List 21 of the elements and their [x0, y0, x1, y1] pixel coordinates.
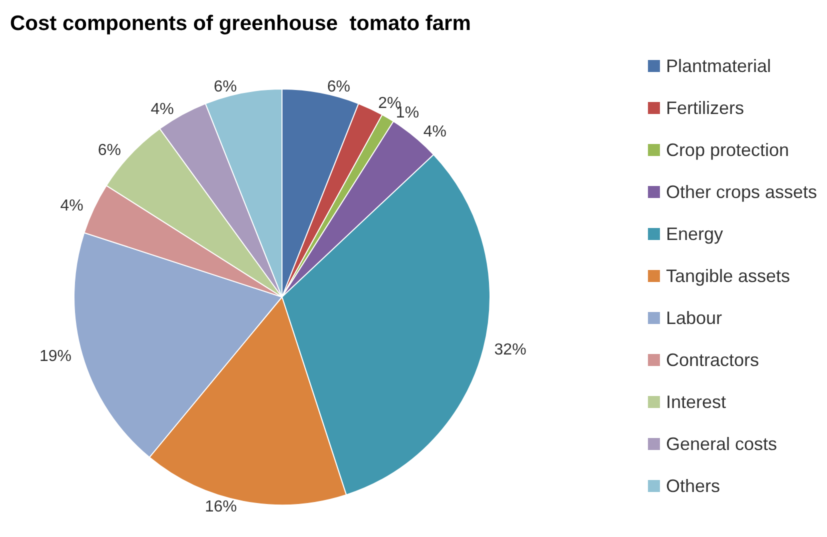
data-label: 19%	[39, 348, 72, 366]
legend-label: Others	[666, 476, 720, 496]
data-label: 4%	[423, 124, 447, 141]
legend-label: Plantmaterial	[666, 56, 771, 76]
legend-label: Interest	[666, 392, 726, 412]
legend-label: Energy	[666, 224, 723, 244]
legend-label: Contractors	[666, 350, 759, 370]
legend-label: Fertilizers	[666, 98, 744, 118]
legend-label: Other crops assets	[666, 182, 818, 202]
legend-label: Crop protection	[666, 140, 790, 160]
data-label: 32%	[494, 342, 526, 359]
data-label: 16%	[204, 498, 237, 516]
legend-label: Labour	[666, 308, 722, 328]
legend-label: Tangible assets	[666, 266, 790, 286]
data-label: 6%	[327, 78, 350, 96]
chart-title: Cost components of greenhouse tomato farm	[10, 12, 471, 35]
data-label: 4%	[60, 197, 84, 214]
legend-label: General costs	[666, 434, 778, 454]
data-label: 4%	[150, 100, 174, 118]
data-label: 6%	[98, 142, 121, 160]
data-label: 6%	[214, 78, 237, 96]
